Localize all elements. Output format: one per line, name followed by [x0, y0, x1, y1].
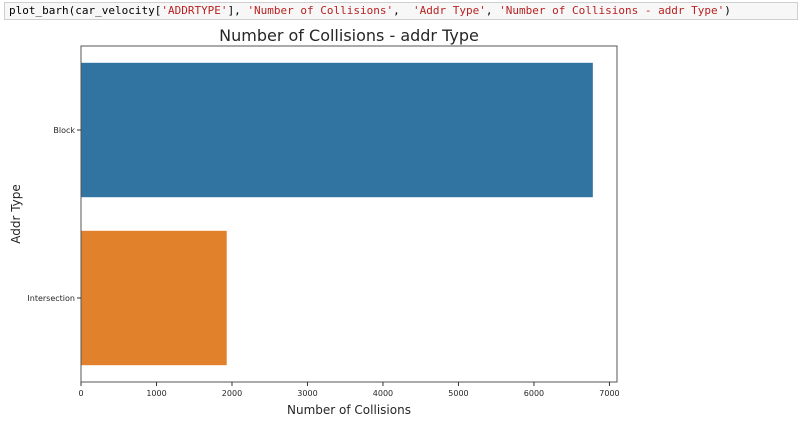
x-tick-label: 6000 — [524, 389, 544, 398]
code-token: ], — [227, 4, 248, 17]
x-axis-label: Number of Collisions — [287, 403, 411, 417]
chart-title: Number of Collisions - addr Type — [219, 26, 479, 45]
x-tick-label: 7000 — [599, 389, 619, 398]
x-tick-label: 2000 — [222, 389, 242, 398]
code-token: , — [485, 4, 500, 17]
y-axis-label: Addr Type — [9, 184, 23, 244]
code-token: ) — [724, 4, 731, 17]
code-cell[interactable]: plot_barh(car_velocity['ADDRTYPE'], 'Num… — [4, 2, 798, 20]
bar-block — [81, 62, 593, 198]
code-string-token: 'Addr Type' — [413, 4, 486, 17]
code-line: plot_barh(car_velocity['ADDRTYPE'], 'Num… — [9, 4, 731, 17]
code-token: , — [393, 4, 414, 17]
code-string-token: 'ADDRTYPE' — [161, 4, 228, 17]
x-tick-label: 5000 — [448, 389, 468, 398]
x-ticks-group: 0 1000 2000 3000 4000 5000 6000 7000 — [78, 382, 620, 398]
code-token: plot_barh(car_velocity[ — [9, 4, 162, 17]
x-tick-label: 3000 — [297, 389, 317, 398]
x-tick-label: 1000 — [146, 389, 166, 398]
y-tick-label: Block — [53, 126, 75, 135]
x-tick-label: 0 — [78, 389, 83, 398]
bar-intersection — [81, 230, 227, 366]
bars-group — [81, 62, 593, 366]
bar-chart: Number of Collisions - addr Type 0 1000 20… — [9, 26, 620, 417]
plot-frame — [80, 45, 618, 383]
x-tick-label: 4000 — [373, 389, 393, 398]
code-string-token: 'Number of Collisions - addr Type' — [499, 4, 725, 17]
code-string-token: 'Number of Collisions' — [247, 4, 394, 17]
y-tick-label: Intersection — [27, 294, 75, 303]
y-ticks-group: Block Intersection — [27, 126, 81, 303]
